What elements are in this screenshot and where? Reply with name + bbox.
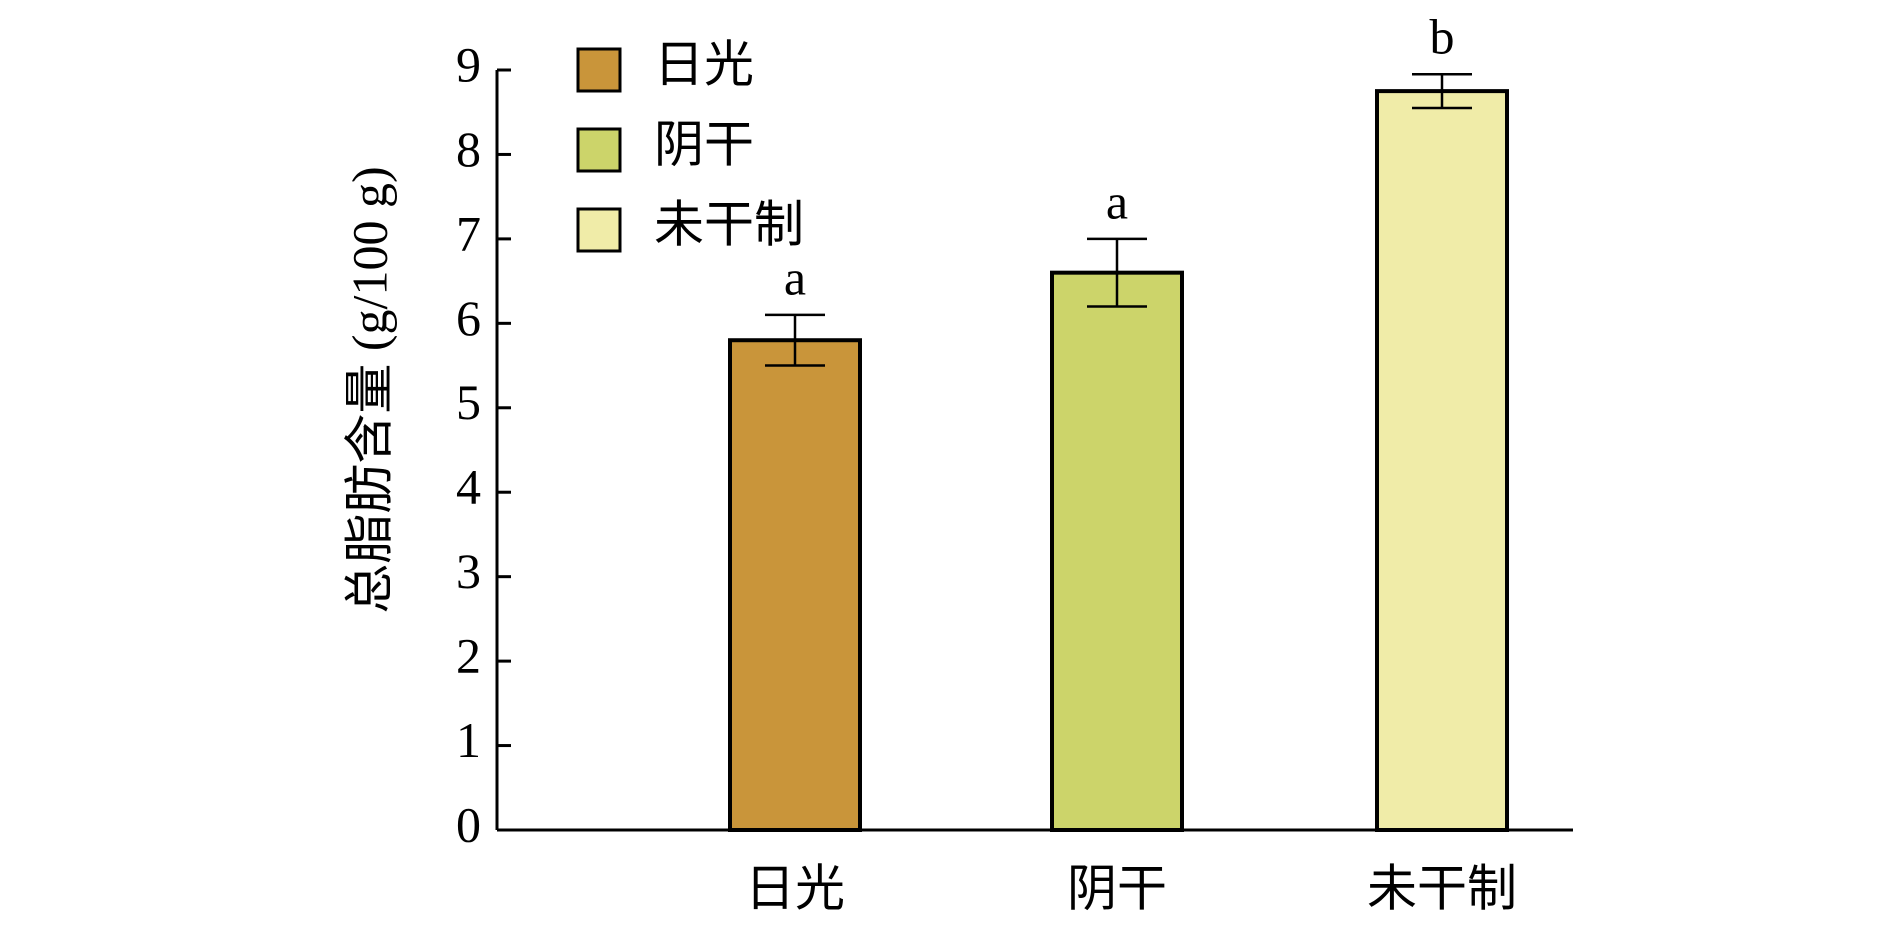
- y-tick-label: 9: [456, 36, 481, 92]
- legend-label: 未干制: [654, 196, 804, 252]
- y-tick-label: 8: [456, 121, 481, 177]
- legend-swatch: [576, 47, 622, 93]
- y-tick-label: 5: [456, 374, 481, 430]
- x-tick-label: 未干制: [1367, 860, 1517, 916]
- y-tick-label: 3: [456, 543, 481, 599]
- y-tick-label: 0: [456, 796, 481, 852]
- y-tick-label: 6: [456, 290, 481, 346]
- y-axis-label: 总脂肪含量 (g/100 g): [341, 166, 397, 613]
- bar: [1375, 89, 1509, 833]
- x-tick-label: 日光: [745, 860, 845, 916]
- significance-letter: a: [1106, 173, 1128, 229]
- y-tick-label: 7: [456, 205, 481, 261]
- legend-swatch: [576, 127, 622, 173]
- x-tick-label: 阴干: [1067, 860, 1167, 916]
- legend-label: 日光: [654, 36, 754, 92]
- y-tick-label: 1: [456, 712, 481, 768]
- y-tick-label: 2: [456, 628, 481, 684]
- y-tick-label: 4: [456, 459, 481, 515]
- legend-label: 阴干: [654, 116, 754, 172]
- significance-letter: a: [784, 249, 806, 305]
- bar: [1050, 270, 1184, 832]
- legend-swatch: [576, 207, 622, 253]
- significance-letter: b: [1430, 9, 1455, 65]
- bar: [728, 338, 862, 832]
